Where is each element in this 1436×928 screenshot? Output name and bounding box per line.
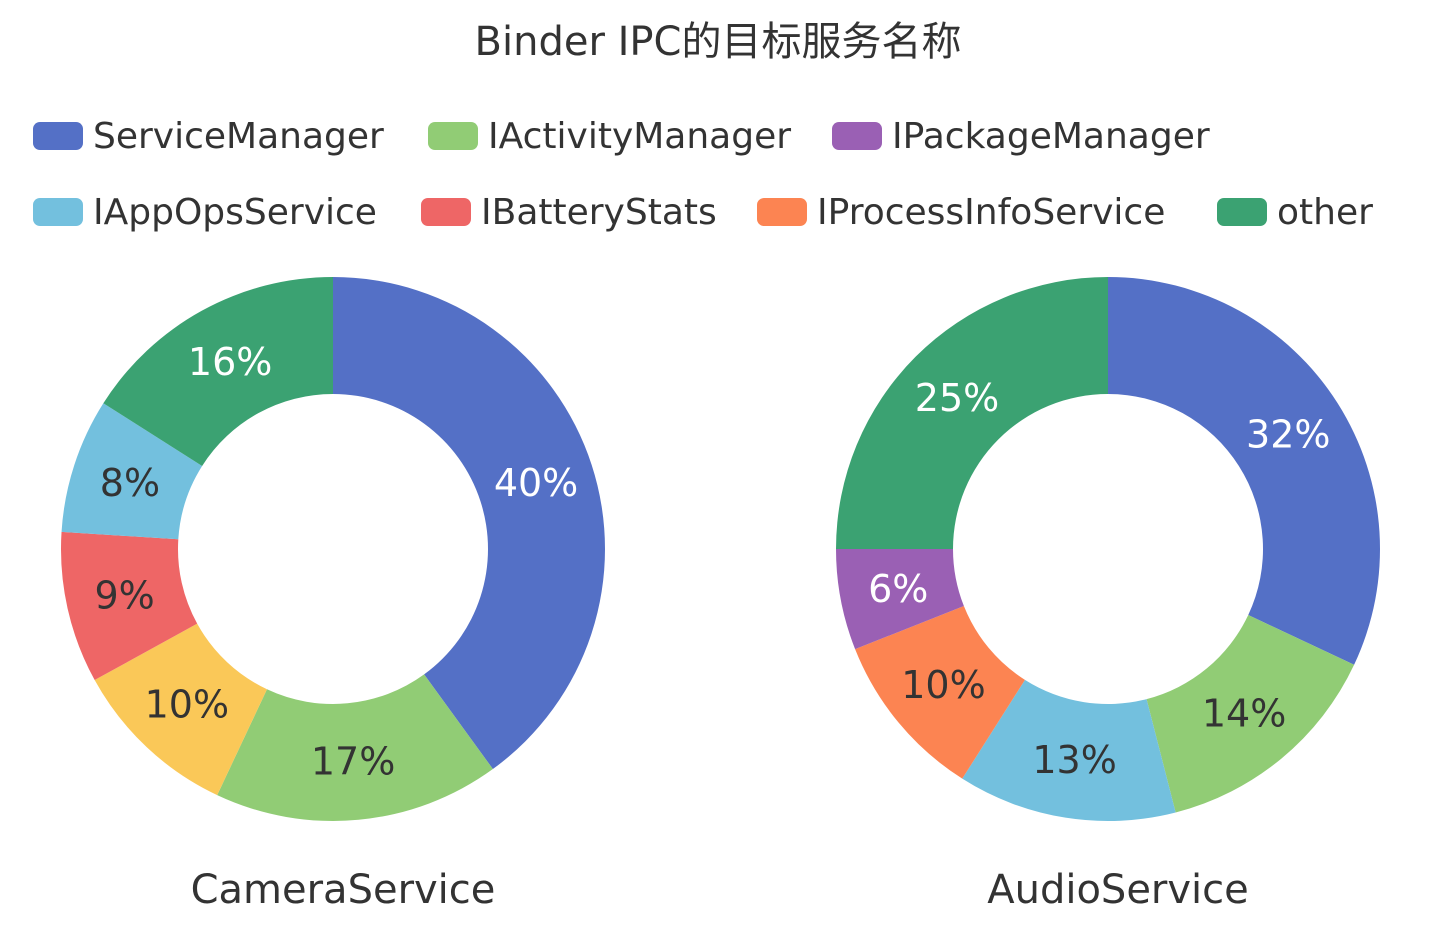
legend-swatch-ibatterystats [421, 198, 471, 226]
legend-label: other [1277, 191, 1373, 233]
legend-row-1: ServiceManager IActivityManager IPackage… [0, 108, 1436, 164]
legend-item-other[interactable]: other [1217, 184, 1373, 240]
slice-label-iprocessinfoservice: 10% [901, 663, 985, 707]
legend-item-servicemanager[interactable]: ServiceManager [33, 108, 384, 164]
legend-item-iappopsservice[interactable]: IAppOpsService [33, 184, 377, 240]
slice-label-iappopsservice: 8% [100, 461, 160, 505]
chart-name-audioservice: AudioService [987, 867, 1249, 913]
legend-label: IPackageManager [892, 115, 1210, 157]
legend-label: ServiceManager [93, 115, 384, 157]
slice-iactivitymanager[interactable] [217, 674, 493, 821]
slice-label-other: 16% [188, 340, 272, 384]
legend-swatch-other [1217, 198, 1267, 226]
slice-iappopsservice[interactable] [61, 403, 203, 540]
donut-chart-cameraservice: 40% 17% 10% 9% 8% 16% [61, 277, 605, 821]
slice-other[interactable] [836, 277, 1108, 549]
slice-label-slice-2: 10% [145, 683, 229, 727]
legend-item-ipackagemanager[interactable]: IPackageManager [832, 108, 1210, 164]
slice-servicemanager[interactable] [1108, 277, 1380, 665]
legend-row-2: IAppOpsService IBatteryStats IProcessInf… [0, 184, 1436, 240]
chart-title: Binder IPC的目标服务名称 [474, 19, 962, 65]
slice-label-iappopsservice: 13% [1032, 738, 1116, 782]
donut-chart-audioservice: 32% 14% 13% 10% 6% 25% [836, 277, 1380, 821]
slice-label-servicemanager: 40% [494, 461, 578, 505]
legend-label: IBatteryStats [481, 191, 717, 233]
slice-label-servicemanager: 32% [1246, 413, 1330, 457]
legend-swatch-iappopsservice [33, 198, 83, 226]
chart-name-cameraservice: CameraService [191, 867, 496, 913]
slice-iprocessinfoservice[interactable] [855, 606, 1025, 779]
slice-label-ibatterystats: 9% [94, 574, 154, 618]
slice-label-iactivitymanager: 17% [311, 740, 395, 784]
slice-iappopsservice[interactable] [962, 679, 1176, 821]
legend-item-ibatterystats[interactable]: IBatteryStats [421, 184, 717, 240]
slice-ibatterystats[interactable] [61, 531, 198, 681]
legend-swatch-iprocessinfoservice [757, 198, 807, 226]
slice-label-other: 25% [915, 376, 999, 420]
slice-servicemanager[interactable] [333, 277, 605, 770]
legend-label: IActivityManager [488, 115, 792, 157]
legend-swatch-ipackagemanager [832, 122, 882, 150]
slice-other[interactable] [103, 277, 333, 466]
legend-swatch-servicemanager [33, 122, 83, 150]
slice-ipackagemanager[interactable] [836, 549, 964, 650]
slice-iactivitymanager[interactable] [1146, 614, 1355, 813]
legend-swatch-iactivitymanager [428, 122, 478, 150]
legend-label: IAppOpsService [93, 191, 377, 233]
legend-item-iprocessinfoservice[interactable]: IProcessInfoService [757, 184, 1165, 240]
slice-label-ipackagemanager: 6% [868, 567, 928, 611]
slice-slice-2[interactable] [94, 623, 268, 796]
legend-item-iactivitymanager[interactable]: IActivityManager [428, 108, 791, 164]
legend-label: IProcessInfoService [817, 191, 1166, 233]
slice-label-iactivitymanager: 14% [1202, 692, 1286, 736]
